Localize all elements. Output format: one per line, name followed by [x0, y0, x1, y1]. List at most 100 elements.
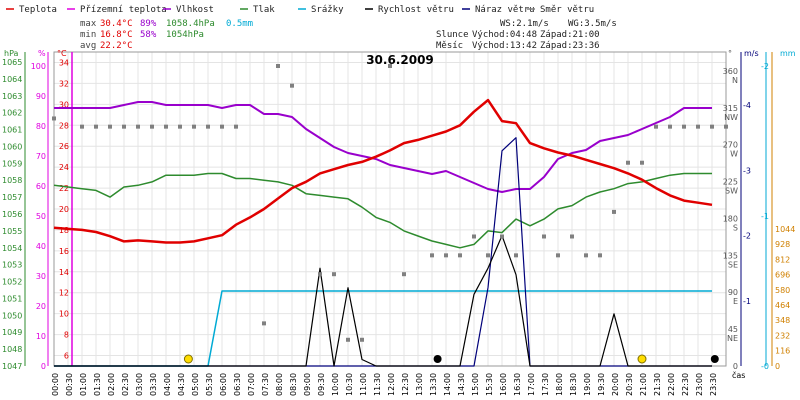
legend-label: Přízemní teplota	[80, 5, 167, 15]
wind-tick-label: -2	[743, 232, 751, 241]
time-tick-label: 17:30	[541, 373, 550, 396]
wind-direction-point	[290, 83, 294, 88]
time-tick-label: 16:30	[513, 373, 522, 396]
time-tick-label: 18:00	[555, 373, 564, 396]
hpa-tick-label: 1059	[2, 159, 22, 168]
astro-block: WS:2.1m/s WG:3.5m/s Slunce Východ:04:48 …	[436, 19, 617, 51]
wind-direction-point	[542, 234, 546, 239]
pct-tick-label: 0	[41, 362, 46, 371]
time-tick-label: 08:00	[275, 373, 284, 396]
sunrise-time: Východ:04:48	[472, 30, 537, 40]
wind-direction-point	[640, 160, 644, 165]
wind-direction-point	[668, 124, 672, 129]
time-tick-label: 20:30	[625, 373, 634, 396]
wind-speed-line	[54, 235, 712, 367]
wind-direction-point	[570, 234, 574, 239]
celsius-tick-label: 28	[59, 121, 69, 130]
wind-direction-point	[724, 124, 728, 129]
time-tick-label: 15:00	[471, 373, 480, 396]
time-tick-label: 21:00	[639, 373, 648, 396]
legend: Teplota Přízemní teplota Vlhkost Tlak Srážky…	[6, 5, 594, 15]
celsius-tick-label: 20	[59, 205, 69, 214]
mm-secondary-tick-label: 348	[775, 316, 790, 325]
direction-deg-label: 180	[723, 214, 738, 223]
direction-deg-label: 45	[728, 325, 738, 334]
hpa-tick-label: 1049	[2, 328, 22, 337]
direction-compass-label: E	[733, 297, 738, 306]
time-tick-label: 04:00	[163, 373, 172, 396]
celsius-tick-label: 24	[59, 163, 69, 172]
direction-deg-label: 225	[723, 178, 738, 187]
chart-title-date: 30.6.2009	[366, 53, 434, 67]
pct-tick-label: 60	[36, 182, 46, 191]
pct-tick-label: 40	[36, 242, 46, 251]
legend-label: Tlak	[253, 5, 275, 15]
hpa-tick-label: 1065	[2, 58, 22, 67]
pct-tick-label: 90	[36, 92, 46, 101]
celsius-tick-label: 32	[59, 79, 69, 88]
legend-label: Teplota	[19, 5, 57, 15]
direction-compass-label: SW	[725, 187, 738, 196]
legend-label: Vlhkost	[176, 5, 214, 15]
time-tick-label: 18:30	[569, 373, 578, 396]
sunset-marker	[637, 354, 647, 364]
time-tick-label: 20:00	[611, 373, 620, 396]
time-tick-label: 07:30	[261, 373, 270, 396]
mm-secondary-tick-label: 0	[775, 362, 780, 371]
hpa-tick-label: 1047	[2, 362, 22, 371]
wind-direction-point	[262, 321, 266, 326]
wind-direction-point	[234, 124, 238, 129]
stats-max-hum: 89%	[140, 19, 157, 29]
celsius-tick-label: 10	[59, 310, 69, 319]
wind-direction-point	[388, 64, 392, 68]
direction-deg-label: 0	[733, 362, 738, 371]
time-tick-label: 16:00	[499, 373, 508, 396]
wind-direction-point	[626, 160, 630, 165]
hpa-tick-label: 1055	[2, 227, 22, 236]
stats-max-rain: 0.5mm	[226, 19, 253, 29]
rain-rate-tick-label: -2	[761, 62, 769, 71]
degree-unit-label: °	[728, 49, 732, 58]
wind-direction-point	[500, 234, 504, 239]
wind-direction-point	[192, 124, 196, 129]
wind-direction-point	[612, 209, 616, 214]
stats-avg-temp: 22.2°C	[100, 41, 133, 51]
hpa-tick-label: 1054	[2, 244, 22, 253]
hpa-tick-label: 1061	[2, 126, 22, 135]
hpa-tick-label: 1050	[2, 311, 22, 320]
time-tick-label: 12:00	[387, 373, 396, 396]
time-tick-label: 17:00	[527, 373, 536, 396]
celsius-tick-label: 18	[59, 226, 69, 235]
hpa-tick-label: 1051	[2, 294, 22, 303]
stats-avg-label: avg	[80, 41, 96, 51]
wind-direction-point	[164, 124, 168, 129]
celsius-tick-label: 8	[64, 331, 69, 340]
hpa-tick-label: 1063	[2, 92, 22, 101]
mm-secondary-tick-label: 1044	[775, 225, 795, 234]
wind-direction-point	[458, 253, 462, 258]
legend-label: Srážky	[311, 5, 344, 15]
hpa-tick-label: 1048	[2, 345, 22, 354]
wind-direction-point	[332, 272, 336, 277]
moonrise-time: Východ:13:42	[472, 41, 537, 51]
direction-deg-label: 360	[723, 67, 738, 76]
wind-direction-point	[360, 337, 364, 342]
wind-speed-summary: WS:2.1m/s	[500, 19, 549, 29]
axis-units: hPa % °C ° m/s mm čas	[4, 49, 796, 380]
time-unit-label: čas	[732, 370, 745, 380]
time-tick-label: 00:30	[65, 373, 74, 396]
wind-direction-point	[108, 124, 112, 129]
wind-direction-point	[220, 124, 224, 129]
moon-label: Měsíc	[436, 41, 463, 51]
time-tick-label: 10:30	[345, 373, 354, 396]
wind-direction-point	[514, 253, 518, 258]
time-tick-label: 23:30	[709, 373, 718, 396]
direction-deg-label: 135	[723, 251, 738, 260]
direction-compass-label: N	[732, 76, 738, 85]
time-tick-label: 12:30	[401, 373, 410, 396]
wind-direction-point	[122, 124, 126, 129]
time-tick-label: 15:30	[485, 373, 494, 396]
time-tick-label: 19:30	[597, 373, 606, 396]
direction-compass-label: NW	[724, 113, 738, 122]
stats-min-hum: 58%	[140, 30, 157, 40]
